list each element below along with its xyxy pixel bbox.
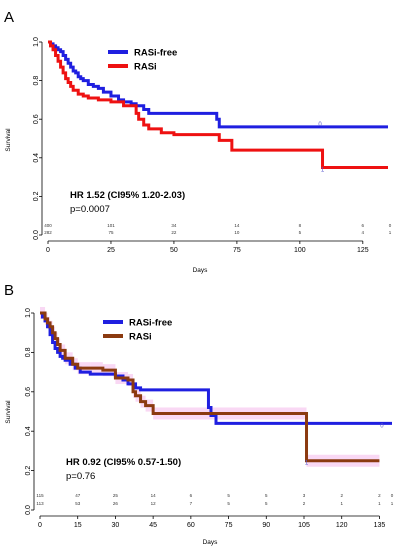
risk-count: 3 — [303, 493, 306, 498]
risk-count: 5 — [265, 501, 268, 506]
censor-mark: 0 — [380, 423, 384, 429]
risk-count: 53 — [75, 501, 81, 506]
risk-count: 4 — [362, 230, 365, 235]
risk-count: 2 — [303, 501, 306, 506]
risk-count: 113 — [36, 501, 44, 506]
y-tick-label: 0.6 — [25, 387, 32, 397]
y-tick-label: 0.2 — [25, 466, 32, 476]
survival-curve-rasi — [48, 40, 388, 169]
risk-count: 5 — [227, 501, 230, 506]
panel-b-x-axis-label: Days — [203, 539, 219, 546]
risk-count: 1 — [391, 501, 394, 506]
risk-count: 2 — [378, 493, 381, 498]
legend-label: RASi — [134, 62, 157, 73]
legend-label: RASi-free — [134, 48, 177, 59]
risk-count: 10 — [234, 230, 240, 235]
risk-count: 5 — [265, 493, 268, 498]
censor-mark: 1 — [321, 167, 325, 173]
risk-count: 0 — [391, 493, 394, 498]
risk-count: 75 — [108, 230, 114, 235]
risk-count: 5 — [227, 493, 230, 498]
y-tick-label: 1.0 — [33, 37, 40, 47]
panel-a-y-axis-label: Survival — [5, 128, 12, 152]
y-tick-label: 0.0 — [33, 230, 40, 240]
x-tick-label: 50 — [170, 247, 178, 254]
survival-curve-rasi — [40, 311, 380, 463]
risk-count: 22 — [171, 230, 177, 235]
y-tick-label: 0.4 — [33, 153, 40, 163]
y-tick-label: 1.0 — [25, 308, 32, 318]
panel-a-p-value: p=0.0007 — [70, 204, 110, 215]
x-tick-label: 25 — [107, 247, 115, 254]
x-tick-label: 45 — [149, 522, 157, 529]
y-tick-label: 0.8 — [25, 347, 32, 357]
risk-count: 14 — [151, 493, 157, 498]
risk-count: 2 — [340, 493, 343, 498]
risk-count: 12 — [151, 501, 157, 506]
panel-b-chart: B Survival Days 0.00.20.40.60.81.00 15 30 4… — [4, 282, 394, 546]
x-tick-label: 90 — [262, 522, 270, 529]
x-tick-label: 75 — [225, 522, 233, 529]
risk-count: 282 — [44, 230, 52, 235]
y-tick-label: 0.6 — [33, 114, 40, 124]
x-tick-label: 75 — [233, 247, 241, 254]
risk-count: 1 — [340, 501, 343, 506]
censor-mark: 0 — [318, 122, 322, 128]
panel-a-x-axis-label: Days — [193, 267, 209, 274]
panel-a-label: A — [4, 9, 14, 26]
x-tick-label: 125 — [357, 247, 369, 254]
legend-label: RASi — [129, 332, 152, 343]
x-tick-label: 105 — [298, 522, 310, 529]
risk-count: 8 — [299, 223, 302, 228]
survival-curve-rasi-free — [48, 40, 388, 129]
y-tick-label: 0.2 — [33, 191, 40, 201]
x-tick-label: 60 — [187, 522, 195, 529]
y-tick-label: 0.4 — [25, 426, 32, 436]
y-tick-label: 0.8 — [33, 76, 40, 86]
risk-count: 115 — [36, 493, 44, 498]
panel-a-hazard-ratio: HR 1.52 (CI95% 1.20-2.03) — [70, 190, 185, 201]
x-tick-label: 30 — [112, 522, 120, 529]
risk-count: 25 — [113, 493, 119, 498]
risk-count: 47 — [75, 493, 81, 498]
x-tick-label: 135 — [374, 522, 386, 529]
risk-count: 34 — [171, 223, 177, 228]
risk-count: 0 — [389, 223, 392, 228]
y-tick-label: 0.0 — [25, 505, 32, 515]
risk-count: 1 — [389, 230, 392, 235]
risk-count: 26 — [113, 501, 119, 506]
risk-count: 1 — [378, 501, 381, 506]
x-tick-label: 0 — [38, 522, 42, 529]
x-tick-label: 120 — [336, 522, 348, 529]
legend-label: RASi-free — [129, 318, 172, 329]
risk-count: 14 — [234, 223, 240, 228]
risk-count: 6 — [362, 223, 365, 228]
panel-b-y-axis-label: Survival — [5, 400, 12, 424]
panel-a-chart: A Survival Days 0.00.20.40.60.81.00 25 50 7… — [4, 9, 392, 274]
risk-count: 5 — [299, 230, 302, 235]
x-tick-label: 0 — [46, 247, 50, 254]
risk-count: 400 — [44, 223, 52, 228]
panel-b-label: B — [4, 282, 14, 299]
panel-b-p-value: p=0.76 — [66, 471, 95, 482]
x-tick-label: 15 — [74, 522, 82, 529]
risk-count: 101 — [107, 223, 115, 228]
risk-count: 7 — [190, 501, 193, 506]
panel-b-hazard-ratio: HR 0.92 (CI95% 0.57-1.50) — [66, 457, 181, 468]
censor-mark: 1 — [305, 461, 309, 467]
risk-count: 6 — [190, 493, 193, 498]
x-tick-label: 100 — [294, 247, 306, 254]
